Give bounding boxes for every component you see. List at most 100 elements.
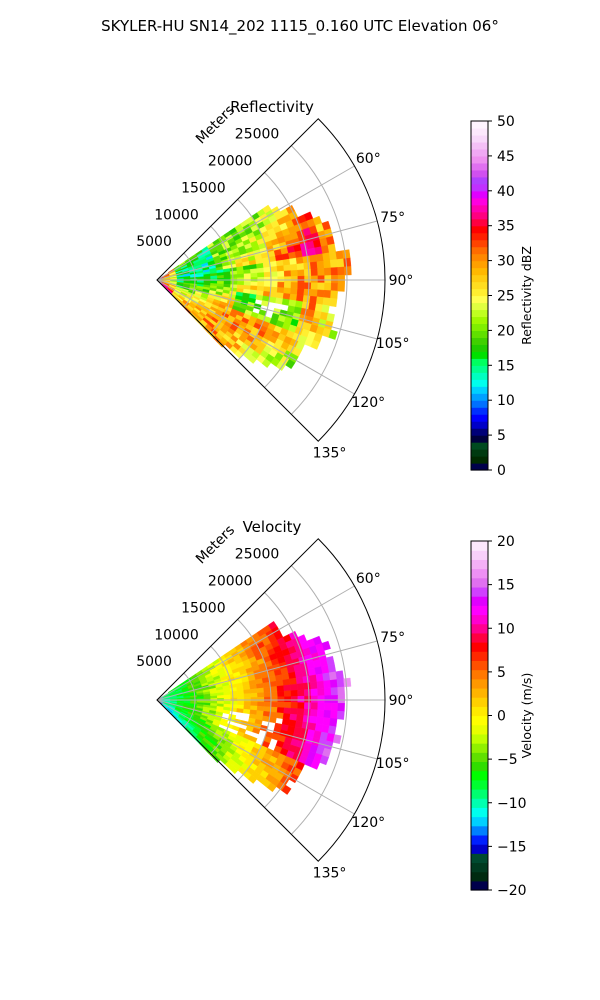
range-tick-label: 15000 — [181, 600, 226, 616]
radar-gate — [310, 282, 319, 291]
colorbar-swatch — [471, 586, 488, 597]
colorbar-swatch — [471, 449, 488, 457]
radar-gate — [283, 287, 292, 295]
radar-gate — [236, 708, 244, 714]
radar-gate — [229, 765, 239, 775]
radar-gate — [257, 701, 265, 707]
colorbar-tick-label: −10 — [497, 796, 527, 812]
radar-gate — [283, 690, 292, 697]
radar-gate — [243, 273, 252, 278]
colorbar-swatch — [471, 605, 488, 616]
azimuth-spoke — [156, 640, 378, 701]
colorbar-swatch — [471, 752, 488, 763]
radar-gate — [283, 264, 292, 272]
colorbar-swatch — [471, 577, 488, 588]
radar-gate — [302, 295, 311, 304]
colorbar-swatch — [471, 761, 488, 772]
colorbar-swatch — [471, 162, 488, 171]
radar-gate — [250, 281, 258, 287]
colorbar-tick-label: 10 — [497, 621, 515, 637]
radar-gate — [309, 261, 318, 270]
range-tick-label: 10000 — [154, 207, 199, 223]
colorbar-swatch — [471, 211, 488, 220]
colorbar-swatch — [471, 642, 488, 652]
radar-gate — [269, 260, 278, 268]
colorbar-swatch — [471, 428, 488, 436]
radar-gate — [325, 655, 335, 666]
colorbar-swatch — [471, 687, 488, 698]
radar-gate — [284, 276, 292, 283]
radar-gate — [275, 259, 284, 267]
colorbar-swatch — [471, 225, 488, 234]
radar-gate — [304, 282, 312, 290]
colorbar-swatch — [471, 386, 488, 394]
radar-gate — [270, 286, 278, 293]
colorbar-swatch — [471, 669, 488, 680]
radar-gate — [337, 266, 345, 276]
radar-gate — [296, 708, 305, 716]
colorbar-tick-label: 30 — [497, 254, 515, 270]
radar-gate — [344, 266, 352, 276]
radar-gate — [250, 701, 258, 707]
radar-gate — [317, 702, 325, 711]
radar-gate — [243, 701, 252, 706]
radar-gate — [335, 670, 344, 680]
colorbar-swatch — [471, 807, 488, 818]
radar-gate — [196, 276, 205, 280]
radar-gate — [290, 702, 299, 709]
colorbar-swatch — [471, 330, 488, 338]
radar-gate — [277, 276, 285, 283]
radar-gate — [256, 262, 264, 269]
colorbar-tick-label: 40 — [497, 184, 515, 200]
radar-gate — [303, 288, 312, 297]
radar-gate — [216, 275, 225, 279]
colorbar-swatch — [471, 421, 488, 429]
radar-gate — [315, 296, 324, 306]
colorbar-tick-label: 5 — [497, 665, 506, 681]
radar-gate — [243, 693, 252, 698]
radar-gate — [321, 640, 331, 651]
colorbar-swatch — [471, 127, 488, 136]
radar-gate — [327, 243, 337, 253]
radar-gate — [315, 673, 324, 683]
colorbar-swatch — [471, 260, 488, 269]
radar-gate — [263, 286, 272, 293]
radar-gate — [270, 686, 278, 693]
radar-gate — [319, 755, 329, 766]
radar-gate — [296, 714, 304, 723]
radar-gate — [310, 702, 319, 711]
radar-gate — [336, 710, 345, 720]
radar-gate — [297, 702, 305, 710]
radar-gate — [304, 702, 312, 710]
radar-gate — [277, 696, 285, 703]
radar-gate — [297, 695, 305, 703]
radar-gate — [223, 691, 231, 696]
radar-gate — [216, 695, 225, 699]
radar-gate — [310, 268, 319, 277]
radar-gate — [275, 297, 284, 305]
colorbar-swatch — [471, 678, 488, 689]
azimuth-tick-label: 60° — [356, 571, 381, 587]
radar-gate — [263, 701, 272, 708]
radar-gate — [330, 687, 339, 696]
colorbar-swatch — [471, 442, 488, 450]
colorbar-swatch — [471, 632, 488, 643]
radar-gate — [263, 691, 272, 698]
radar-gate — [317, 268, 325, 277]
radar-gate — [337, 686, 345, 696]
radar-gate — [302, 255, 311, 264]
colorbar-tick-label: 10 — [497, 393, 515, 409]
radar-gate — [322, 252, 331, 262]
radar-gate — [324, 695, 332, 704]
colorbar-swatch — [471, 246, 488, 255]
colorbar-swatch — [471, 169, 488, 178]
radar-gate — [316, 680, 325, 690]
radar-gate — [317, 275, 325, 284]
radar-gate — [296, 683, 305, 691]
radar-gate — [288, 671, 297, 680]
radar-gate — [303, 688, 312, 697]
radar-gate — [263, 686, 271, 693]
radar-gate — [337, 702, 345, 712]
radar-gate — [237, 701, 245, 706]
